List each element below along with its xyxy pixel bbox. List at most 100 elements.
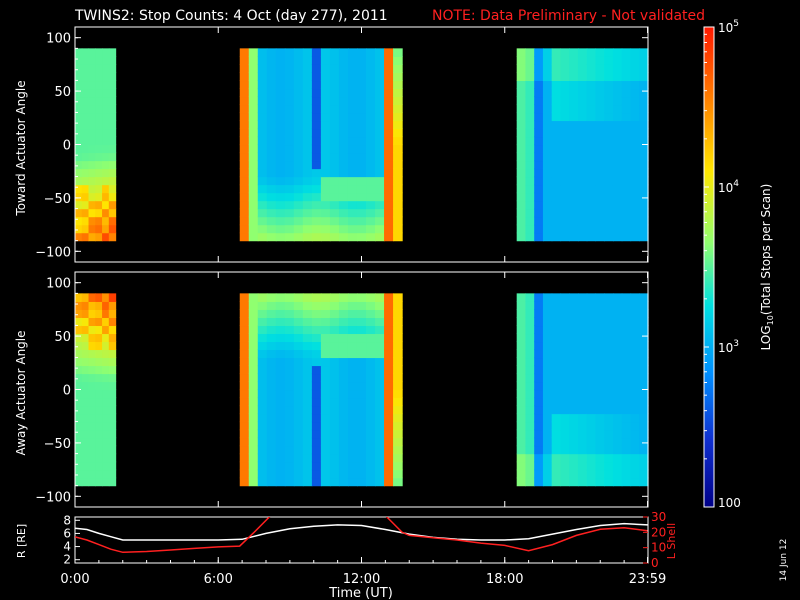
away-cell: [577, 309, 588, 318]
toward-cell: [302, 104, 313, 114]
toward-cell: [366, 64, 376, 73]
away-cell: [569, 325, 579, 335]
toward-cell: [275, 96, 286, 106]
toward-cell: [338, 72, 349, 82]
toward-cell: [266, 48, 277, 57]
toward-cell: [302, 160, 313, 170]
toward-cell: [320, 56, 331, 65]
toward-cell: [275, 216, 286, 226]
away-cell: [542, 325, 553, 335]
away-cell: [302, 397, 313, 407]
away-cell: [534, 397, 544, 407]
toward-cell: [595, 144, 605, 154]
away-cell: [534, 317, 544, 327]
toward-cell: [551, 104, 562, 114]
toward-cell: [516, 144, 527, 154]
away-cell: [604, 413, 614, 423]
toward-cell: [630, 216, 640, 226]
away-cell: [393, 293, 403, 302]
toward-cell: [630, 96, 640, 106]
toward-cell: [525, 208, 535, 218]
toward-cell: [569, 120, 579, 130]
away-cell: [95, 437, 103, 447]
toward-cell: [108, 64, 117, 73]
toward-cell: [516, 216, 527, 226]
away-cell: [81, 429, 90, 439]
away-cell: [293, 293, 304, 302]
away-cell: [257, 477, 268, 487]
away-cell: [639, 453, 649, 463]
toward-cell: [393, 48, 403, 57]
toward-cell: [612, 208, 623, 218]
toward-cell: [75, 64, 83, 73]
toward-cell: [630, 104, 640, 114]
away-cell: [525, 373, 535, 383]
away-cell: [257, 421, 268, 431]
toward-cell: [108, 160, 117, 170]
toward-cell: [347, 192, 358, 202]
toward-cell: [604, 176, 614, 186]
away-cell: [604, 293, 614, 302]
toward-cell: [551, 64, 562, 73]
away-cell: [586, 389, 597, 399]
toward-cell: [542, 216, 553, 226]
away-cell: [516, 357, 527, 367]
away-cell: [612, 461, 623, 471]
toward-cell: [542, 72, 553, 82]
toward-cell: [293, 208, 304, 218]
away-cell: [560, 437, 570, 447]
away-cell: [569, 349, 579, 359]
away-cell: [75, 333, 83, 343]
toward-cell: [356, 144, 367, 154]
toward-cell: [569, 152, 579, 162]
away-cell: [347, 389, 358, 399]
toward-cell: [329, 128, 340, 138]
away-cell: [560, 293, 570, 302]
away-cell: [542, 445, 553, 455]
away-cell: [75, 325, 83, 335]
away-cell: [604, 373, 614, 383]
toward-cell: [257, 192, 268, 202]
toward-cell: [88, 48, 96, 57]
away-cell: [320, 405, 331, 415]
toward-cell: [595, 120, 605, 130]
toward-cell: [284, 160, 295, 170]
away-cell: [542, 429, 553, 439]
away-cell: [516, 477, 527, 487]
toward-cell: [639, 232, 649, 242]
away-cell: [356, 309, 367, 318]
toward-cell: [356, 104, 367, 114]
toward-cell: [621, 176, 632, 186]
toward-cell: [239, 56, 250, 65]
away-cell: [108, 325, 117, 335]
toward-cell: [630, 80, 640, 90]
away-cell: [108, 301, 117, 310]
toward-cell: [612, 104, 623, 114]
away-cell: [384, 365, 394, 375]
away-cell: [266, 301, 277, 310]
away-cell: [239, 349, 250, 359]
toward-cell: [393, 208, 403, 218]
toward-cell: [320, 232, 331, 242]
toward-cell: [320, 216, 331, 226]
toward-cell: [393, 80, 403, 90]
away-cell: [75, 477, 83, 487]
toward-cell: [88, 128, 96, 138]
toward-cell: [302, 208, 313, 218]
away-cell: [293, 357, 304, 367]
away-cell: [534, 445, 544, 455]
away-cell: [375, 437, 385, 447]
toward-cell: [630, 72, 640, 82]
away-cell: [284, 397, 295, 407]
toward-cell: [239, 64, 250, 73]
toward-cell: [375, 56, 385, 65]
away-cell: [393, 397, 403, 407]
away-cell: [347, 477, 358, 487]
away-cell: [621, 309, 632, 318]
toward-cell: [338, 232, 349, 242]
away-cell: [102, 461, 110, 471]
away-cell: [630, 341, 640, 351]
toward-cell: [542, 128, 553, 138]
colorbar-tick-label: 105: [718, 19, 739, 35]
toward-cell: [551, 56, 562, 65]
